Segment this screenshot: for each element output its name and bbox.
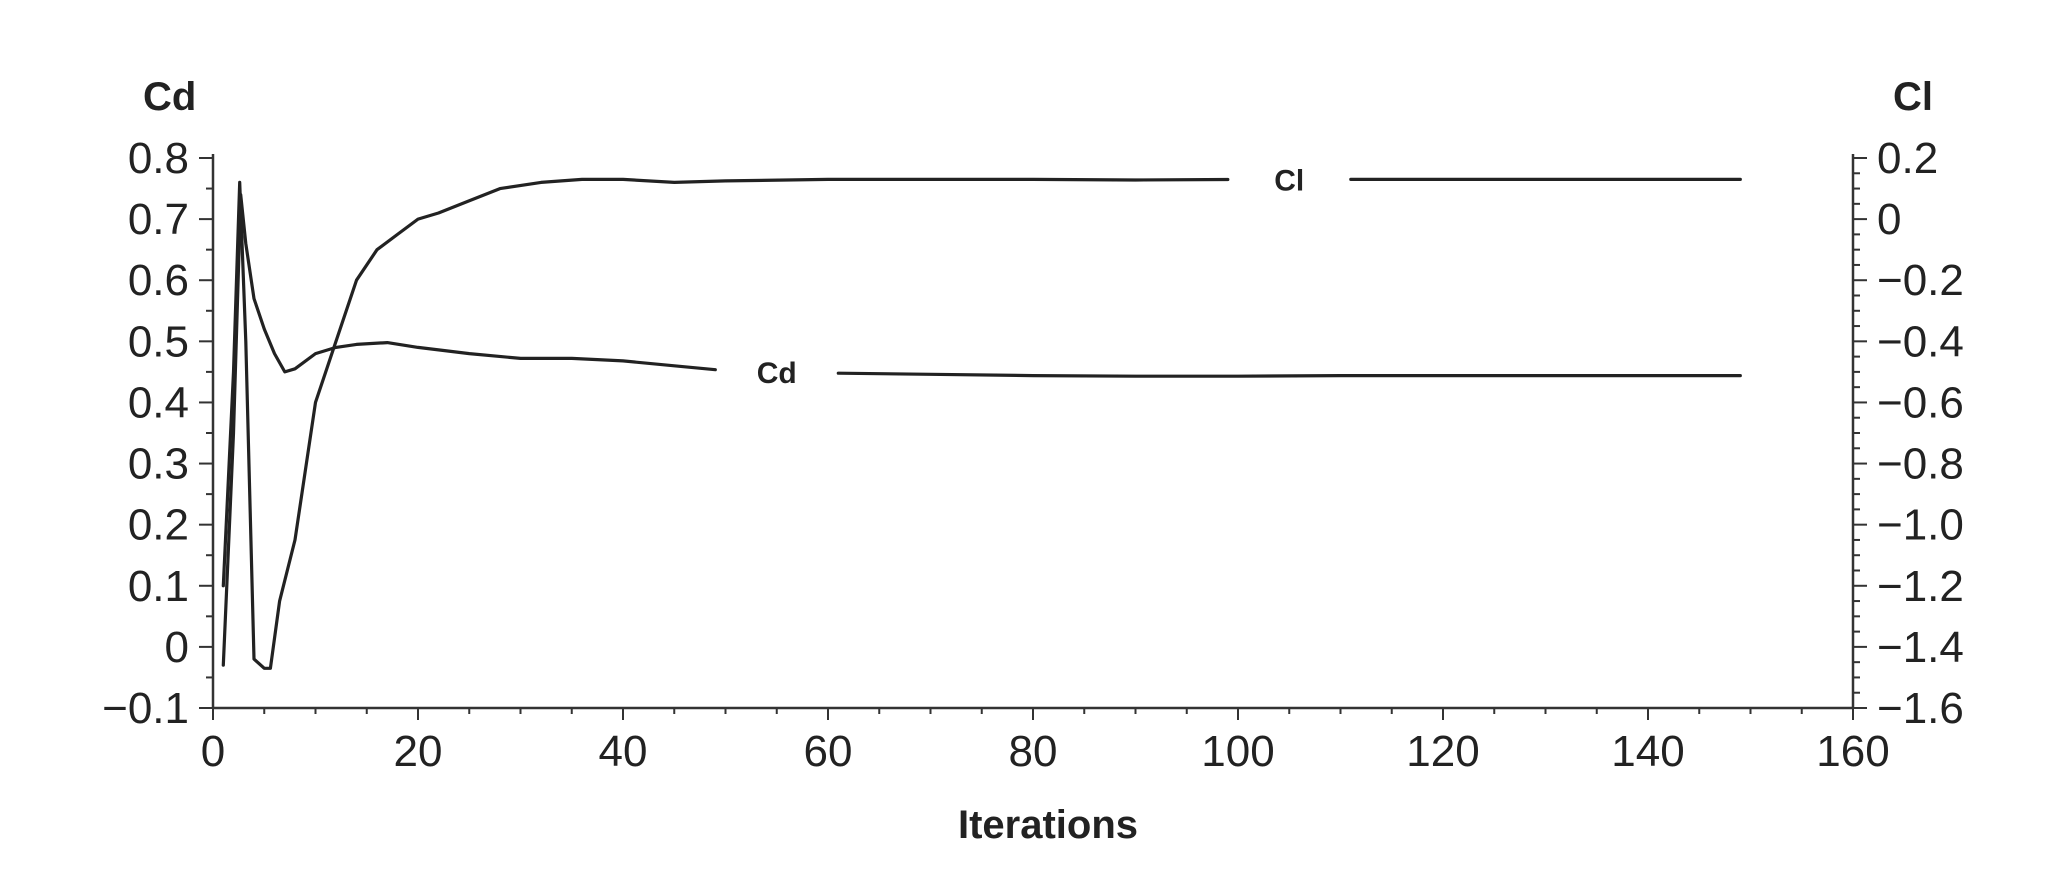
y-right-tick-label: −0.8	[1877, 440, 1964, 489]
y-right-tick-label: 0	[1877, 195, 1901, 244]
series: Cd Cl	[221, 164, 1742, 670]
y-left-tick-label: 0.6	[128, 256, 189, 305]
x-tick-label: 140	[1611, 727, 1684, 776]
y-left-tick-label: 0.4	[128, 378, 189, 427]
y-right-tick-label: 0.2	[1877, 134, 1938, 183]
y-left-tick-label: 0.2	[128, 501, 189, 550]
y-right-tick-label: −1.4	[1877, 623, 1964, 672]
x-tick-label: 0	[201, 727, 225, 776]
x-tick-label: 100	[1201, 727, 1274, 776]
series-line-cd-tail	[836, 371, 1742, 378]
y-right-tick-label: −0.2	[1877, 256, 1964, 305]
y-left-tick-label: 0.5	[128, 317, 189, 366]
series-line-cl	[221, 177, 1230, 670]
x-tick-label: 120	[1406, 727, 1479, 776]
y-left-tick-label: 0.1	[128, 562, 189, 611]
x-tick-label: 20	[394, 727, 443, 776]
axes	[211, 154, 1855, 710]
x-tick-label: 80	[1009, 727, 1058, 776]
ticks: 0 20 40 60 80 100 120 140 160−0.100.10.20.30.40.…	[102, 134, 1964, 776]
x-tick-label: 160	[1816, 727, 1889, 776]
series-label-cd: Cd	[757, 357, 797, 390]
y-right-tick-label: −1.0	[1877, 501, 1964, 550]
y-right-tick-label: −1.2	[1877, 562, 1964, 611]
y-left-tick-label: 0.8	[128, 134, 189, 183]
y-axis-right-title: Cl	[1893, 75, 1933, 119]
y-left-tick-label: 0	[165, 623, 189, 672]
y-left-tick-label: −0.1	[102, 684, 189, 733]
x-tick-label: 60	[804, 727, 853, 776]
y-right-tick-label: −0.6	[1877, 378, 1964, 427]
series-line-cd	[221, 193, 717, 667]
x-axis-title: Iterations	[958, 803, 1138, 847]
y-left-tick-label: 0.7	[128, 195, 189, 244]
x-tick-label: 40	[599, 727, 648, 776]
y-right-tick-label: −1.6	[1877, 684, 1964, 733]
y-left-tick-label: 0.3	[128, 440, 189, 489]
y-right-tick-label: −0.4	[1877, 317, 1964, 366]
y-axis-left-title: Cd	[143, 75, 196, 119]
series-label-cl: Cl	[1274, 164, 1304, 197]
